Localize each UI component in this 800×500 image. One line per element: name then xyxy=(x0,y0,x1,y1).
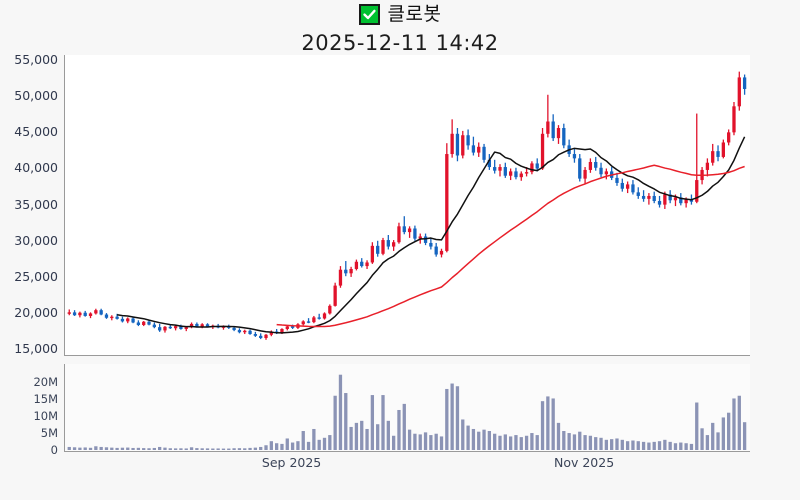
price-plot-area xyxy=(65,55,750,355)
volume-tick-label: 15M xyxy=(33,392,58,407)
candlestick-series xyxy=(67,71,747,340)
price-tick-label: 35,000 xyxy=(14,196,58,212)
volume-bar-series xyxy=(67,374,747,450)
price-panel[interactable] xyxy=(64,55,750,356)
price-tick-label: 40,000 xyxy=(14,160,58,176)
green-check-icon xyxy=(358,3,380,25)
date-tick-label: Sep 2025 xyxy=(261,455,322,470)
page-title: 클로봇 xyxy=(387,3,442,25)
volume-plot-area xyxy=(65,364,750,451)
price-tick-label: 15,000 xyxy=(14,341,58,357)
date-tick-label: Nov 2025 xyxy=(553,455,615,470)
volume-tick-label: 5M xyxy=(40,426,58,441)
price-tick-label: 55,000 xyxy=(14,52,58,68)
price-tick-label: 30,000 xyxy=(14,232,58,248)
chart-timestamp: 2025-12-11 14:42 xyxy=(301,31,499,55)
price-tick-label: 50,000 xyxy=(14,88,58,104)
title-row: 클로봇 xyxy=(0,0,800,28)
volume-tick-label: 10M xyxy=(33,409,58,424)
price-tick-label: 25,000 xyxy=(14,268,58,284)
volume-panel[interactable] xyxy=(64,364,750,452)
volume-tick-label: 0 xyxy=(50,443,58,457)
price-tick-label: 45,000 xyxy=(14,124,58,140)
volume-tick-label: 20M xyxy=(33,375,58,390)
price-tick-label: 20,000 xyxy=(14,305,58,321)
chart-header: 클로봇 2025-12-11 14:42 xyxy=(0,0,800,56)
